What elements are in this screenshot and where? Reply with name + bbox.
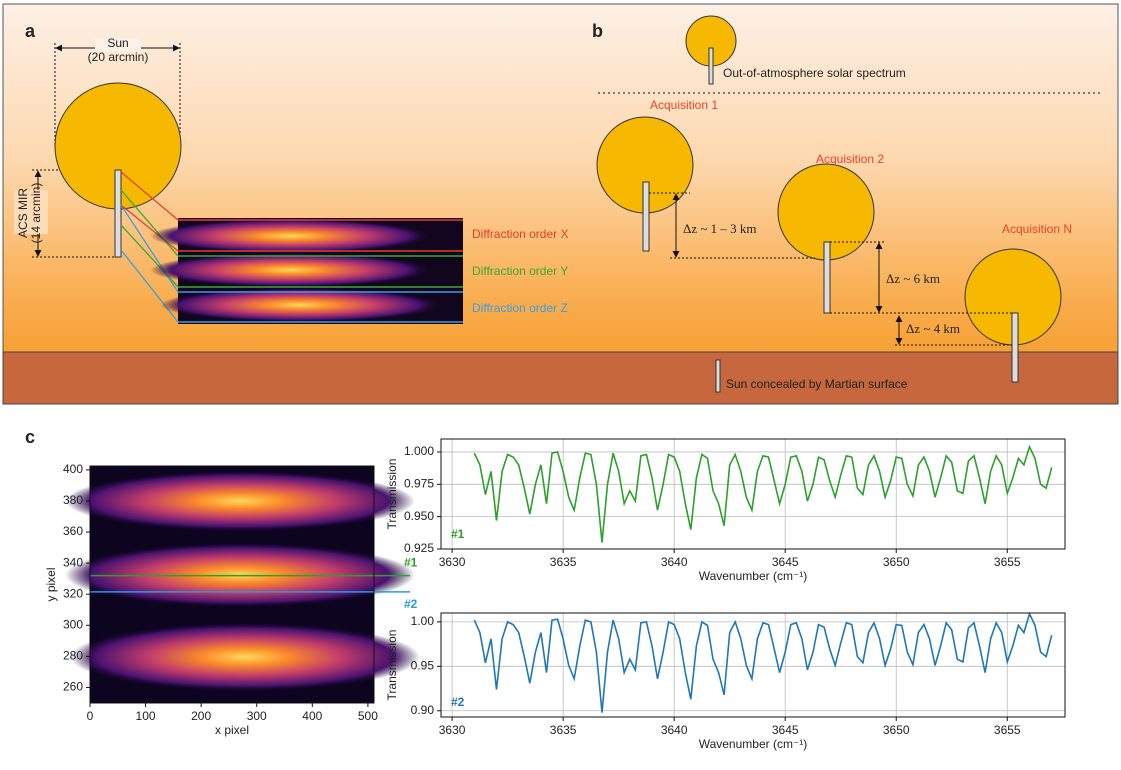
y-tick-label: 0.95 <box>411 659 435 673</box>
slit <box>715 359 721 393</box>
sun-label: Sun <box>107 36 128 50</box>
slit <box>642 181 650 252</box>
slit <box>114 169 122 258</box>
instrument-label: ACS MIR <box>16 188 30 238</box>
step-label: Δz ~ 4 km <box>906 321 960 336</box>
y-tick-label: 280 <box>63 649 83 663</box>
y-tick-label: 0.975 <box>404 476 434 490</box>
series-tag: #2 <box>451 695 465 709</box>
y-tick-label: 380 <box>63 493 83 507</box>
y-tick-label: 340 <box>63 555 83 569</box>
plot-frame <box>440 612 1066 718</box>
stripe <box>150 219 430 253</box>
x-tick-label: 200 <box>191 709 211 723</box>
ground <box>2 351 1119 405</box>
x-tick-label: 100 <box>136 709 156 723</box>
acquisition-label: Acquisition N <box>1002 222 1072 236</box>
x-tick-label: 300 <box>247 709 267 723</box>
plot-frame <box>440 438 1066 550</box>
stripe <box>150 253 430 287</box>
x-tick-label: 3650 <box>883 723 910 737</box>
x-tick-label: 3645 <box>772 555 799 569</box>
acquisition-label: Acquisition 2 <box>816 152 884 166</box>
surface-label: Sun concealed by Martian surface <box>726 377 908 391</box>
series-tag: #1 <box>451 527 465 541</box>
x-tick-label: 3630 <box>439 555 466 569</box>
y-axis-label: Transmission <box>385 459 399 530</box>
order-label: Diffraction order Z <box>472 301 568 315</box>
y-tick-label: 1.00 <box>411 614 435 628</box>
x-tick-label: 3650 <box>883 555 910 569</box>
stripe <box>160 288 440 322</box>
series-line <box>473 444 1053 543</box>
x-tick-label: 3655 <box>994 555 1021 569</box>
heatmap <box>65 466 420 703</box>
sun-size: (20 arcmin) <box>88 50 149 64</box>
panel-label: c <box>25 427 35 447</box>
x-axis-label: x pixel <box>215 723 249 737</box>
x-tick-label: 3630 <box>439 723 466 737</box>
acquisition-label: Acquisition 1 <box>650 98 718 112</box>
step-arrows <box>672 193 903 345</box>
cut-label: #1 <box>404 556 418 570</box>
order-label: Diffraction order X <box>472 227 569 241</box>
y-axis-label: y pixel <box>44 567 58 601</box>
panel-label: b <box>592 21 603 41</box>
y-tick-label: 260 <box>63 680 83 694</box>
guides <box>649 192 1012 346</box>
x-tick-label: 3645 <box>772 723 799 737</box>
series-line <box>473 611 1053 713</box>
panel-label: a <box>25 21 36 41</box>
order-label: Diffraction order Y <box>472 264 568 278</box>
slit <box>708 47 714 85</box>
y-tick-label: 400 <box>63 462 83 476</box>
slit <box>1011 312 1019 383</box>
x-tick-label: 0 <box>87 709 94 723</box>
step-label: Δz ~ 1 – 3 km <box>683 221 757 236</box>
label-bg <box>14 190 48 234</box>
plot-frame <box>89 465 375 704</box>
label-bg <box>95 38 141 52</box>
y-tick-label: 0.90 <box>411 703 435 717</box>
x-tick-label: 400 <box>302 709 322 723</box>
x-tick-label: 3640 <box>661 555 688 569</box>
y-tick-label: 1.000 <box>404 444 434 458</box>
y-tick-label: 300 <box>63 617 83 631</box>
x-tick-label: 3635 <box>550 723 577 737</box>
x-tick-label: 3655 <box>994 723 1021 737</box>
guides <box>32 43 181 258</box>
y-tick-label: 0.925 <box>404 541 434 555</box>
y-tick-label: 360 <box>63 524 83 538</box>
x-tick-label: 3635 <box>550 555 577 569</box>
reference-label: Out-of-atmosphere solar spectrum <box>723 66 906 80</box>
x-tick-label: 500 <box>358 709 378 723</box>
x-axis-label: Wavenumber (cm⁻¹) <box>699 569 808 583</box>
cut-label: #2 <box>404 597 418 611</box>
slit <box>823 241 831 314</box>
x-tick-label: 3640 <box>661 723 688 737</box>
x-axis-label: Wavenumber (cm⁻¹) <box>699 737 808 751</box>
y-axis-label: Transmission <box>385 630 399 701</box>
y-tick-label: 320 <box>63 586 83 600</box>
step-label: Δz ~ 6 km <box>886 271 940 286</box>
order-edges <box>178 219 463 323</box>
instrument-size: (14 arcmin) <box>29 183 43 244</box>
y-tick-label: 0.950 <box>404 509 434 523</box>
